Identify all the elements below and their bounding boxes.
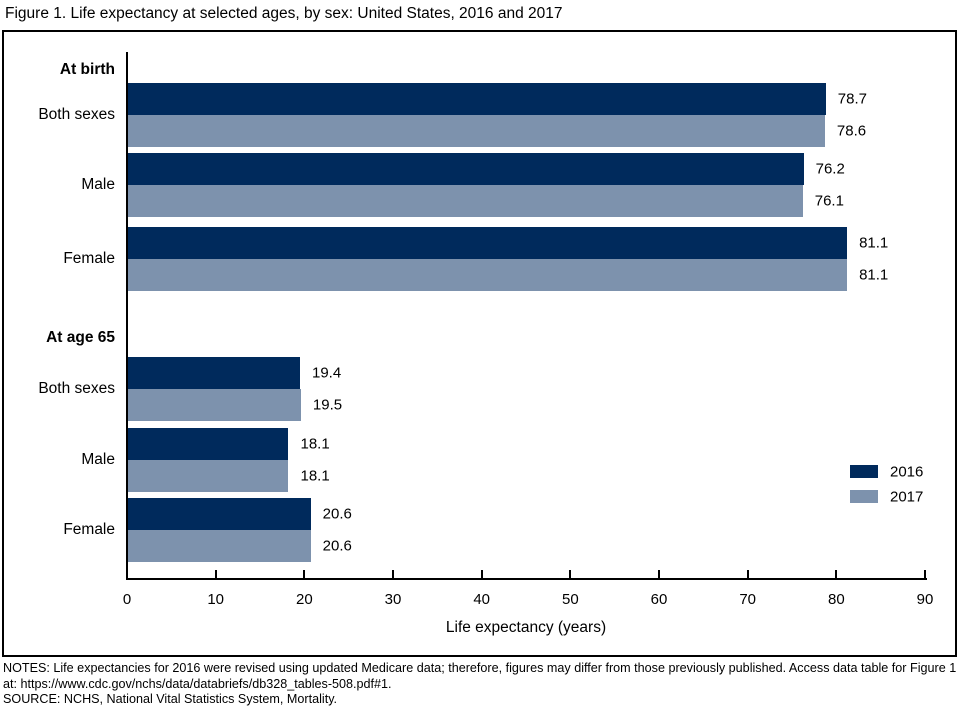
bar-2016-at-birth-both-sexes xyxy=(128,83,826,115)
legend-label-2016: 2016 xyxy=(890,463,924,481)
x-tick xyxy=(214,570,217,578)
source-text: SOURCE: NCHS, National Vital Statistics … xyxy=(3,692,338,706)
bar-2017-at-age-65-male xyxy=(128,460,289,492)
bar-2017-at-age-65-female xyxy=(128,530,311,562)
x-tick-label: 0 xyxy=(122,591,132,608)
x-tick xyxy=(658,570,660,578)
chart-frame: 0 10 20 30 40 50 60 70 80 90 Life expectancy (year… xyxy=(2,30,957,657)
x-tick-label: 60 xyxy=(650,591,668,608)
value-label: 81.1 xyxy=(859,266,889,284)
value-label: 78.7 xyxy=(837,90,867,108)
notes-text: NOTES: Life expectancies for 2016 were r… xyxy=(3,661,957,691)
x-tick xyxy=(126,570,128,578)
bar-2016-at-age-65-female xyxy=(128,498,311,530)
value-label: 76.2 xyxy=(815,160,845,178)
bar-2016-at-birth-female xyxy=(128,227,848,259)
x-tick-label: 70 xyxy=(739,591,756,608)
bar-2017-at-age-65-both-sexes xyxy=(128,389,301,421)
bar-2017-at-birth-female xyxy=(128,259,848,291)
value-label: 18.1 xyxy=(300,467,330,485)
x-tick-label: 80 xyxy=(827,591,845,608)
y-axis-line xyxy=(126,52,128,580)
value-label: 81.1 xyxy=(859,234,889,252)
x-tick-label: 90 xyxy=(916,591,934,608)
value-label: 20.6 xyxy=(322,505,352,523)
bar-2017-at-birth-male xyxy=(128,185,803,217)
x-tick-label: 30 xyxy=(384,591,402,608)
value-label: 78.6 xyxy=(836,122,867,140)
legend-swatch-2017 xyxy=(850,490,878,503)
x-tick xyxy=(835,570,838,578)
group-label-at-birth: At birth xyxy=(59,61,115,78)
value-label: 76.1 xyxy=(814,192,844,210)
value-label: 18.1 xyxy=(300,435,330,453)
figure-title: Figure 1. Life expectancy at selected ag… xyxy=(5,5,563,22)
x-tick xyxy=(746,570,749,578)
legend-swatch-2016 xyxy=(850,465,878,478)
bar-2016-at-age-65-male xyxy=(128,428,289,460)
bar-2016-at-birth-male xyxy=(128,153,804,185)
x-tick-label: 20 xyxy=(295,591,313,608)
category-label-female: Female xyxy=(63,250,115,267)
category-label-female: Female xyxy=(63,521,115,538)
x-tick-label: 50 xyxy=(561,591,579,608)
legend-label-2017: 2017 xyxy=(890,488,924,506)
x-axis-line xyxy=(126,578,927,580)
x-tick xyxy=(569,570,572,578)
x-tick xyxy=(392,570,394,578)
bar-2016-at-age-65-both-sexes xyxy=(128,357,300,389)
category-label-male: Male xyxy=(81,451,115,468)
value-label: 19.4 xyxy=(312,364,342,382)
category-label-both-sexes: Both sexes xyxy=(38,380,115,397)
value-label: 19.5 xyxy=(312,396,343,414)
x-axis-title: Life expectancy (years) xyxy=(445,619,607,636)
x-tick xyxy=(924,570,926,578)
x-tick-label: 40 xyxy=(473,591,490,608)
bar-2017-at-birth-both-sexes xyxy=(128,115,825,147)
x-tick xyxy=(480,570,483,578)
value-label: 20.6 xyxy=(322,537,352,555)
category-label-male: Male xyxy=(81,176,115,193)
category-label-both-sexes: Both sexes xyxy=(38,106,115,123)
x-tick-label: 10 xyxy=(207,591,224,608)
plot-area: 0 10 20 30 40 50 60 70 80 90 Life expectancy (year… xyxy=(4,32,955,655)
group-label-at-age-65: At age 65 xyxy=(46,329,115,346)
x-tick xyxy=(303,570,306,578)
